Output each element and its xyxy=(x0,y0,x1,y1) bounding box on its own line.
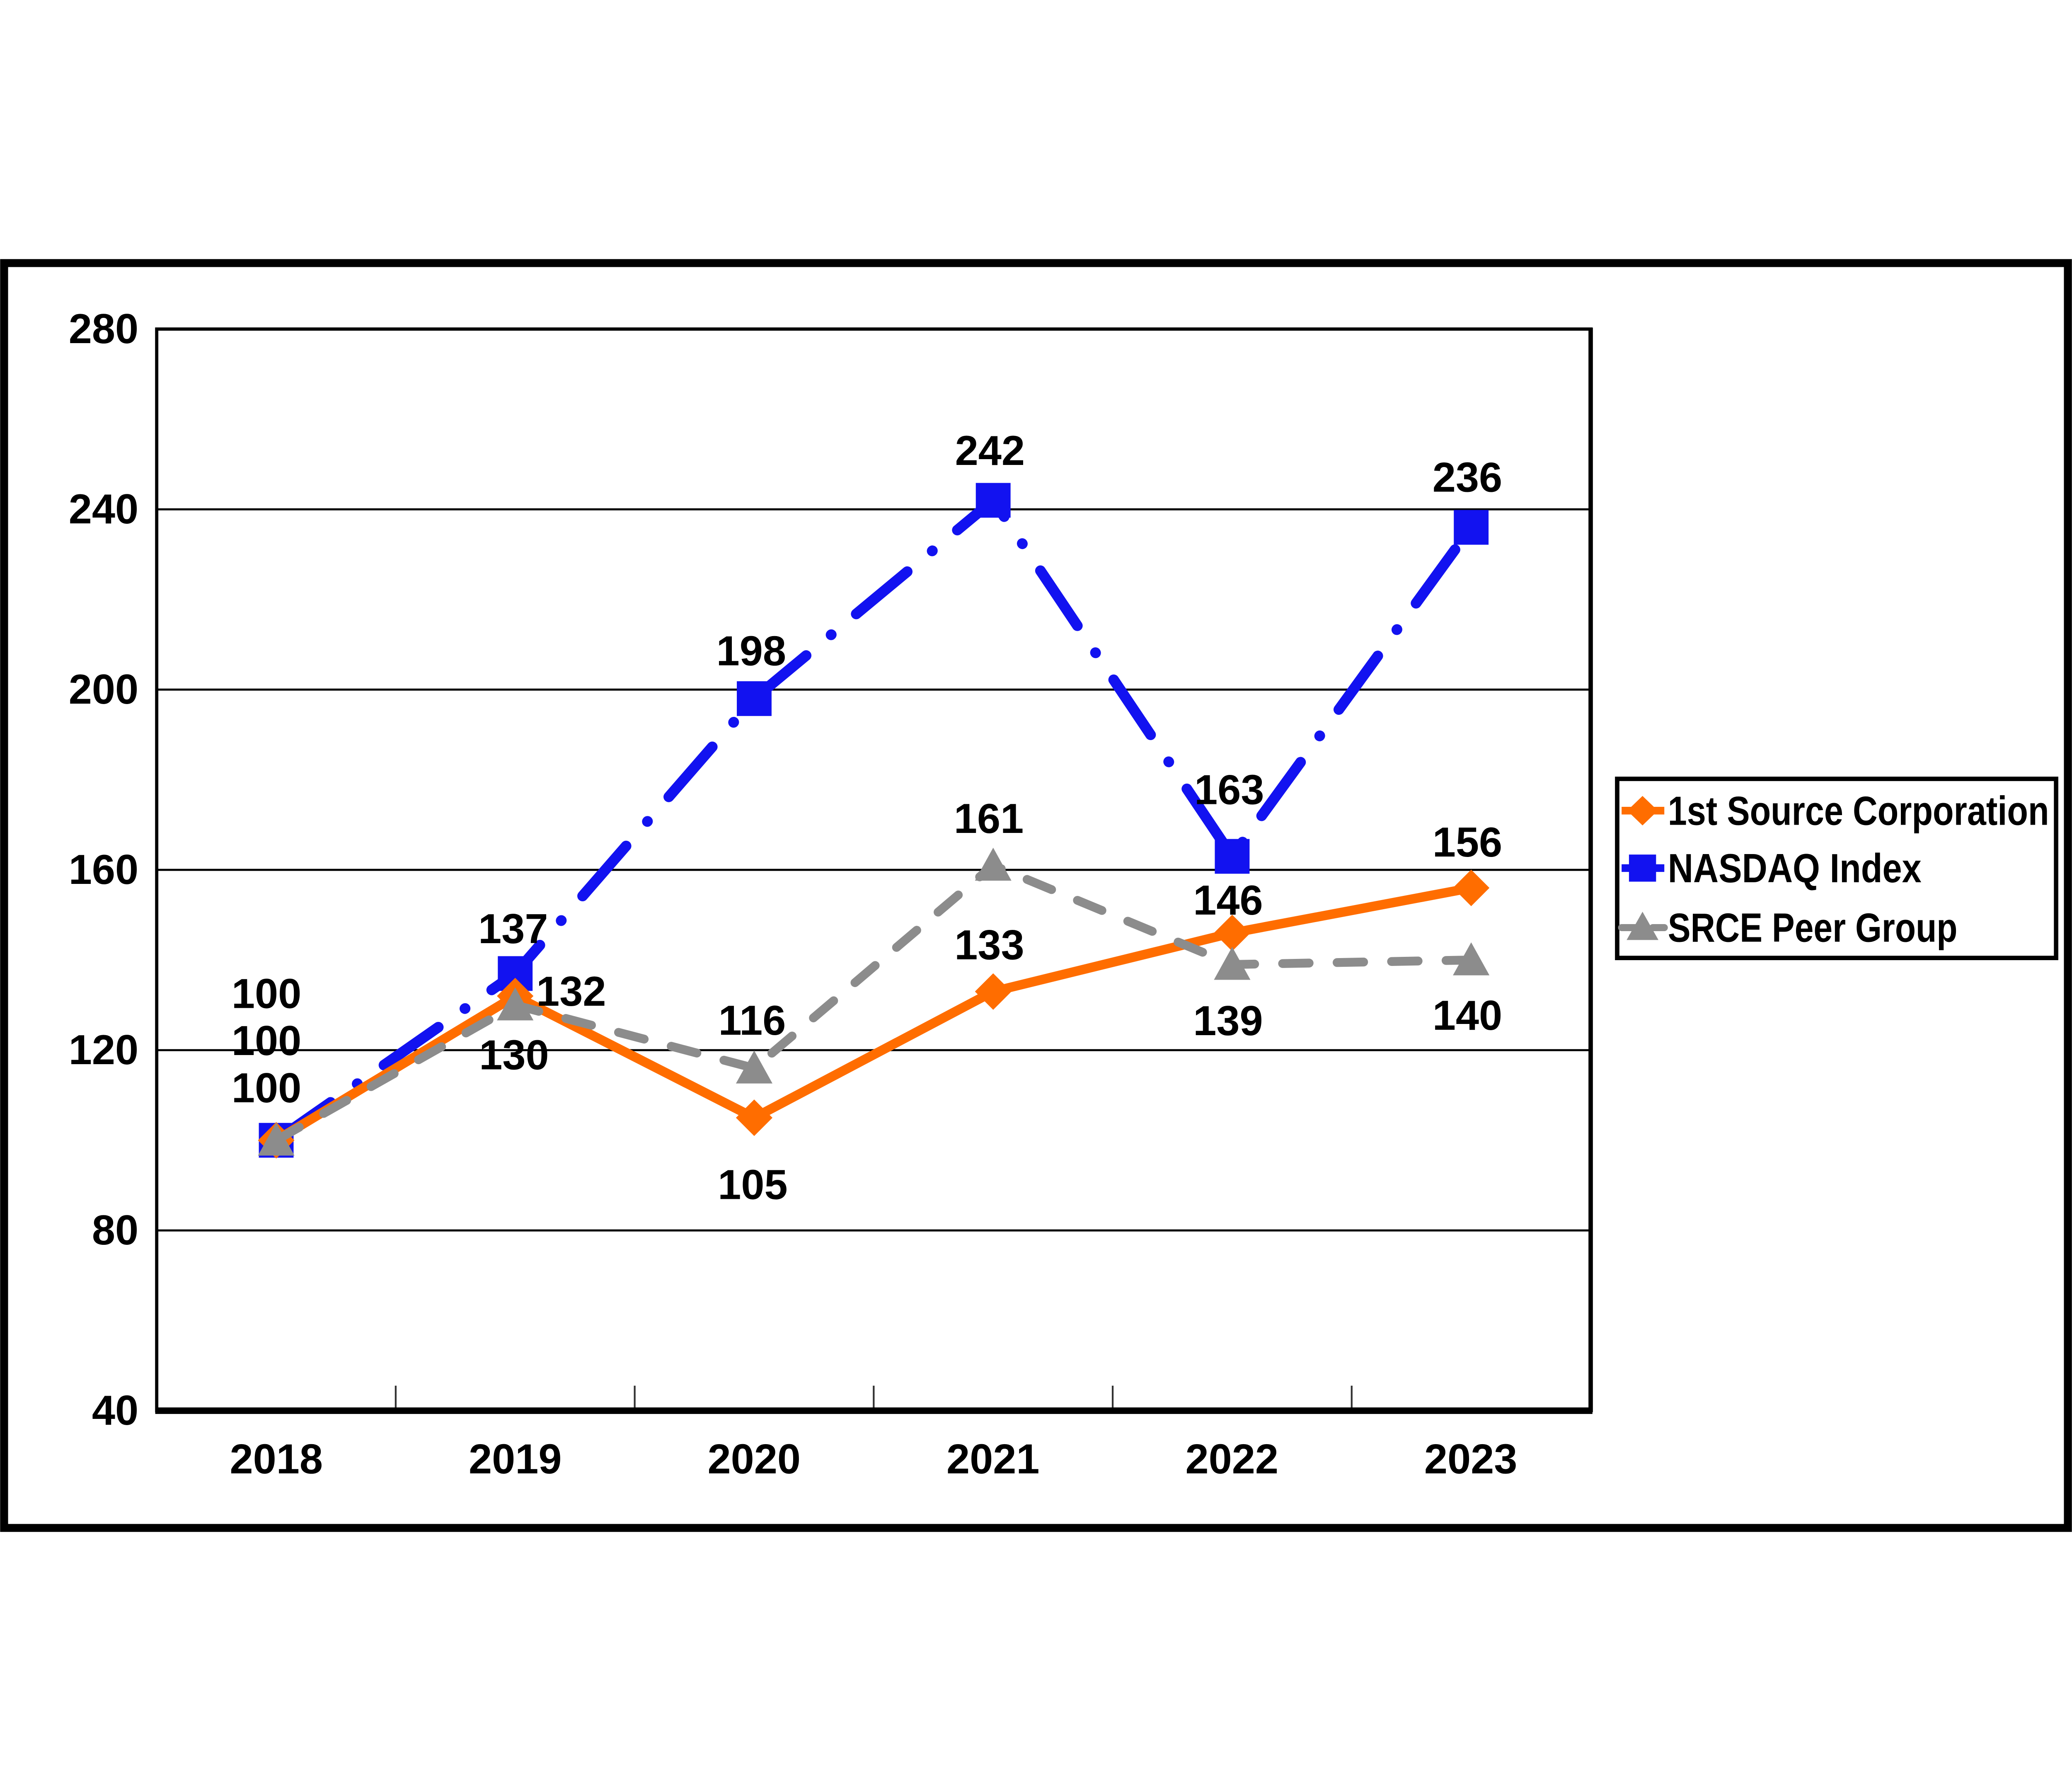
y-axis-label-280: 280 xyxy=(69,306,138,352)
legend-item-srce-peer: SRCE Peer Group xyxy=(1618,905,1958,950)
outer-border xyxy=(0,259,2072,1532)
data-label-nasdaq-index-2018: 100 xyxy=(232,971,301,1017)
square-marker-2022 xyxy=(1215,839,1250,874)
legend: 1st Source Corporation NASDAQ Index SRCE… xyxy=(1615,777,2058,961)
data-labels: 100 132 105 133 146 156 100 137 198 242 163 236 100 1… xyxy=(232,428,1502,1208)
data-label-nasdaq-index-2021: 242 xyxy=(955,428,1025,474)
y-axis-label-40: 40 xyxy=(92,1387,138,1434)
series-srce-peer-group xyxy=(258,847,1490,1156)
y-axis-label-120: 120 xyxy=(69,1027,138,1073)
triangle-marker-2019 xyxy=(497,987,534,1021)
data-label-1st-source-corporation-2023: 156 xyxy=(1433,819,1502,866)
data-label-nasdaq-index-2019: 137 xyxy=(478,906,548,952)
triangle-marker-2023 xyxy=(1453,942,1490,975)
series-plots xyxy=(258,483,1490,1159)
x-axis-label-2021: 2021 xyxy=(946,1436,1040,1483)
diamond-marker-2020 xyxy=(736,1099,773,1136)
data-label-srce-peer-group-2020: 116 xyxy=(719,997,786,1044)
data-label-1st-source-corporation-2022: 146 xyxy=(1193,877,1263,924)
legend-square-icon xyxy=(1629,854,1656,882)
legend-label-1st-source: 1st Source Corporation xyxy=(1668,788,2049,833)
y-axis-label-80: 80 xyxy=(92,1207,138,1254)
data-label-1st-source-corporation-2019: 132 xyxy=(536,968,606,1015)
triangle-marker-2022 xyxy=(1214,946,1251,980)
triangle-marker-2021 xyxy=(975,847,1012,881)
data-label-srce-peer-group-2022: 139 xyxy=(1193,998,1263,1044)
y-axis-label-240: 240 xyxy=(69,486,138,532)
data-label-1st-source-corporation-2020: 105 xyxy=(718,1162,787,1208)
gridlines xyxy=(157,508,1591,1411)
series-nasdaq-index xyxy=(259,483,1489,1158)
diamond-marker-2021 xyxy=(975,973,1012,1010)
legend-item-1st-source: 1st Source Corporation xyxy=(1622,788,2049,833)
y-axis-labels: 280 240 200 160 120 80 40 xyxy=(69,306,138,1434)
diamond-marker-2023 xyxy=(1453,869,1490,906)
x-axis-label-2019: 2019 xyxy=(469,1436,562,1483)
data-label-nasdaq-index-2020: 198 xyxy=(716,628,786,674)
legend-item-nasdaq: NASDAQ Index xyxy=(1622,845,1922,891)
triangle-marker-2018 xyxy=(258,1123,295,1156)
square-marker-2021 xyxy=(975,483,1011,518)
diamond-marker-2022 xyxy=(1214,915,1251,951)
legend-triangle-icon xyxy=(1627,912,1658,940)
series-line-nasdaq-index xyxy=(271,495,1477,1146)
x-axis-label-2018: 2018 xyxy=(230,1436,323,1483)
data-label-srce-peer-group-2023: 140 xyxy=(1433,992,1502,1039)
square-marker-2023 xyxy=(1454,510,1489,545)
y-axis-label-200: 200 xyxy=(69,666,138,713)
legend-diamond-icon xyxy=(1627,796,1658,825)
data-label-nasdaq-index-2022: 163 xyxy=(1194,767,1264,813)
data-label-srce-peer-group-2021: 161 xyxy=(954,796,1024,842)
legend-box xyxy=(1615,777,2058,961)
data-label-nasdaq-index-2023: 236 xyxy=(1433,454,1502,501)
data-label-1st-source-corporation-2021: 133 xyxy=(954,922,1024,968)
y-axis-label-160: 160 xyxy=(69,847,138,893)
data-label-1st-source-corporation-2018: 100 xyxy=(232,1018,301,1064)
data-label-srce-peer-group-2019: 130 xyxy=(479,1032,549,1078)
x-axis-label-2023: 2023 xyxy=(1424,1436,1518,1483)
square-marker-2020 xyxy=(737,681,772,716)
x-axis-label-2020: 2020 xyxy=(707,1436,801,1483)
triangle-marker-2020 xyxy=(736,1050,773,1084)
x-axis-labels: 2018 2019 2020 2021 2022 2023 xyxy=(230,1436,1518,1483)
series-line-srce-peer-group xyxy=(271,861,1476,1145)
legend-label-srce-peer: SRCE Peer Group xyxy=(1668,905,1958,950)
x-axis-label-2022: 2022 xyxy=(1185,1436,1278,1483)
legend-label-nasdaq: NASDAQ Index xyxy=(1668,845,1922,891)
data-label-srce-peer-group-2018: 100 xyxy=(232,1065,301,1111)
series-line-1st-source-corporation xyxy=(271,883,1476,1145)
